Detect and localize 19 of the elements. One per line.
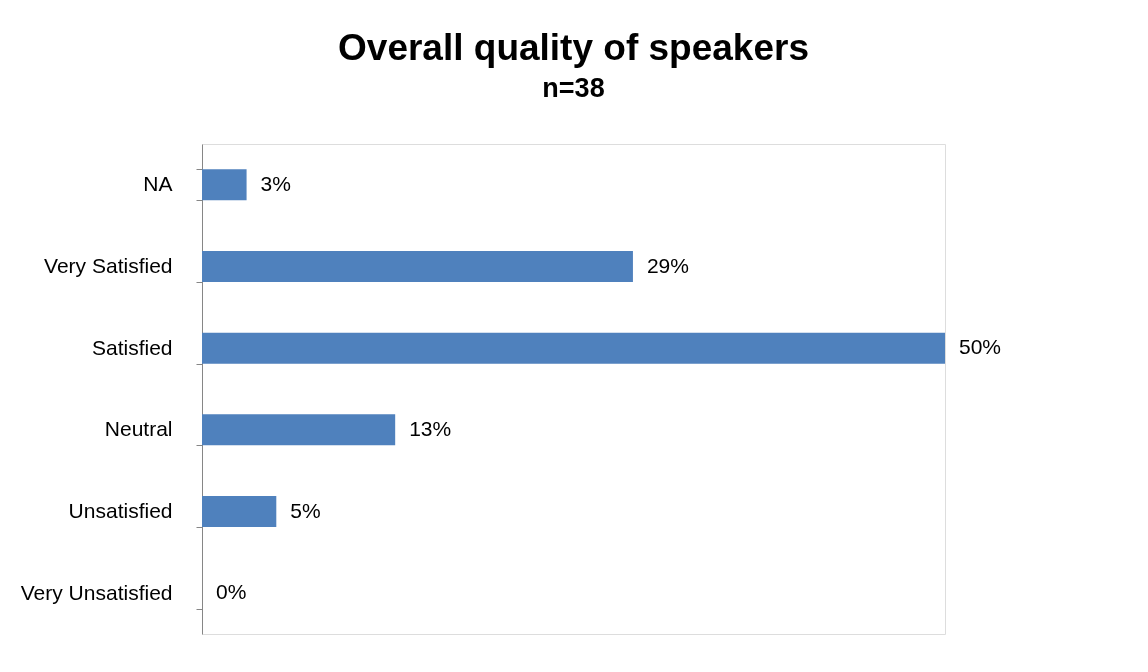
chart-title: Overall quality of speakers [338,27,809,68]
bar [202,495,277,528]
data-label: 3% [260,171,291,195]
data-label: 29% [646,253,689,277]
bar [202,169,247,201]
y-tick-label: Satisfied [91,335,173,359]
y-tick-label: Neutral [104,417,173,441]
data-label: 5% [290,498,321,522]
data-label: 13% [409,416,452,440]
y-tick-label: NA [143,172,173,196]
y-tick-label: Very Unsatisfied [20,580,173,604]
y-tick-label: Unsatisfied [68,499,173,522]
bar [202,332,945,364]
bar [202,250,633,283]
data-label: 0% [216,580,247,604]
chart-subtitle: n=38 [542,73,605,103]
bar [202,414,396,446]
y-tick-label: Very Satisfied [44,254,173,277]
data-label: 50% [959,335,1002,359]
